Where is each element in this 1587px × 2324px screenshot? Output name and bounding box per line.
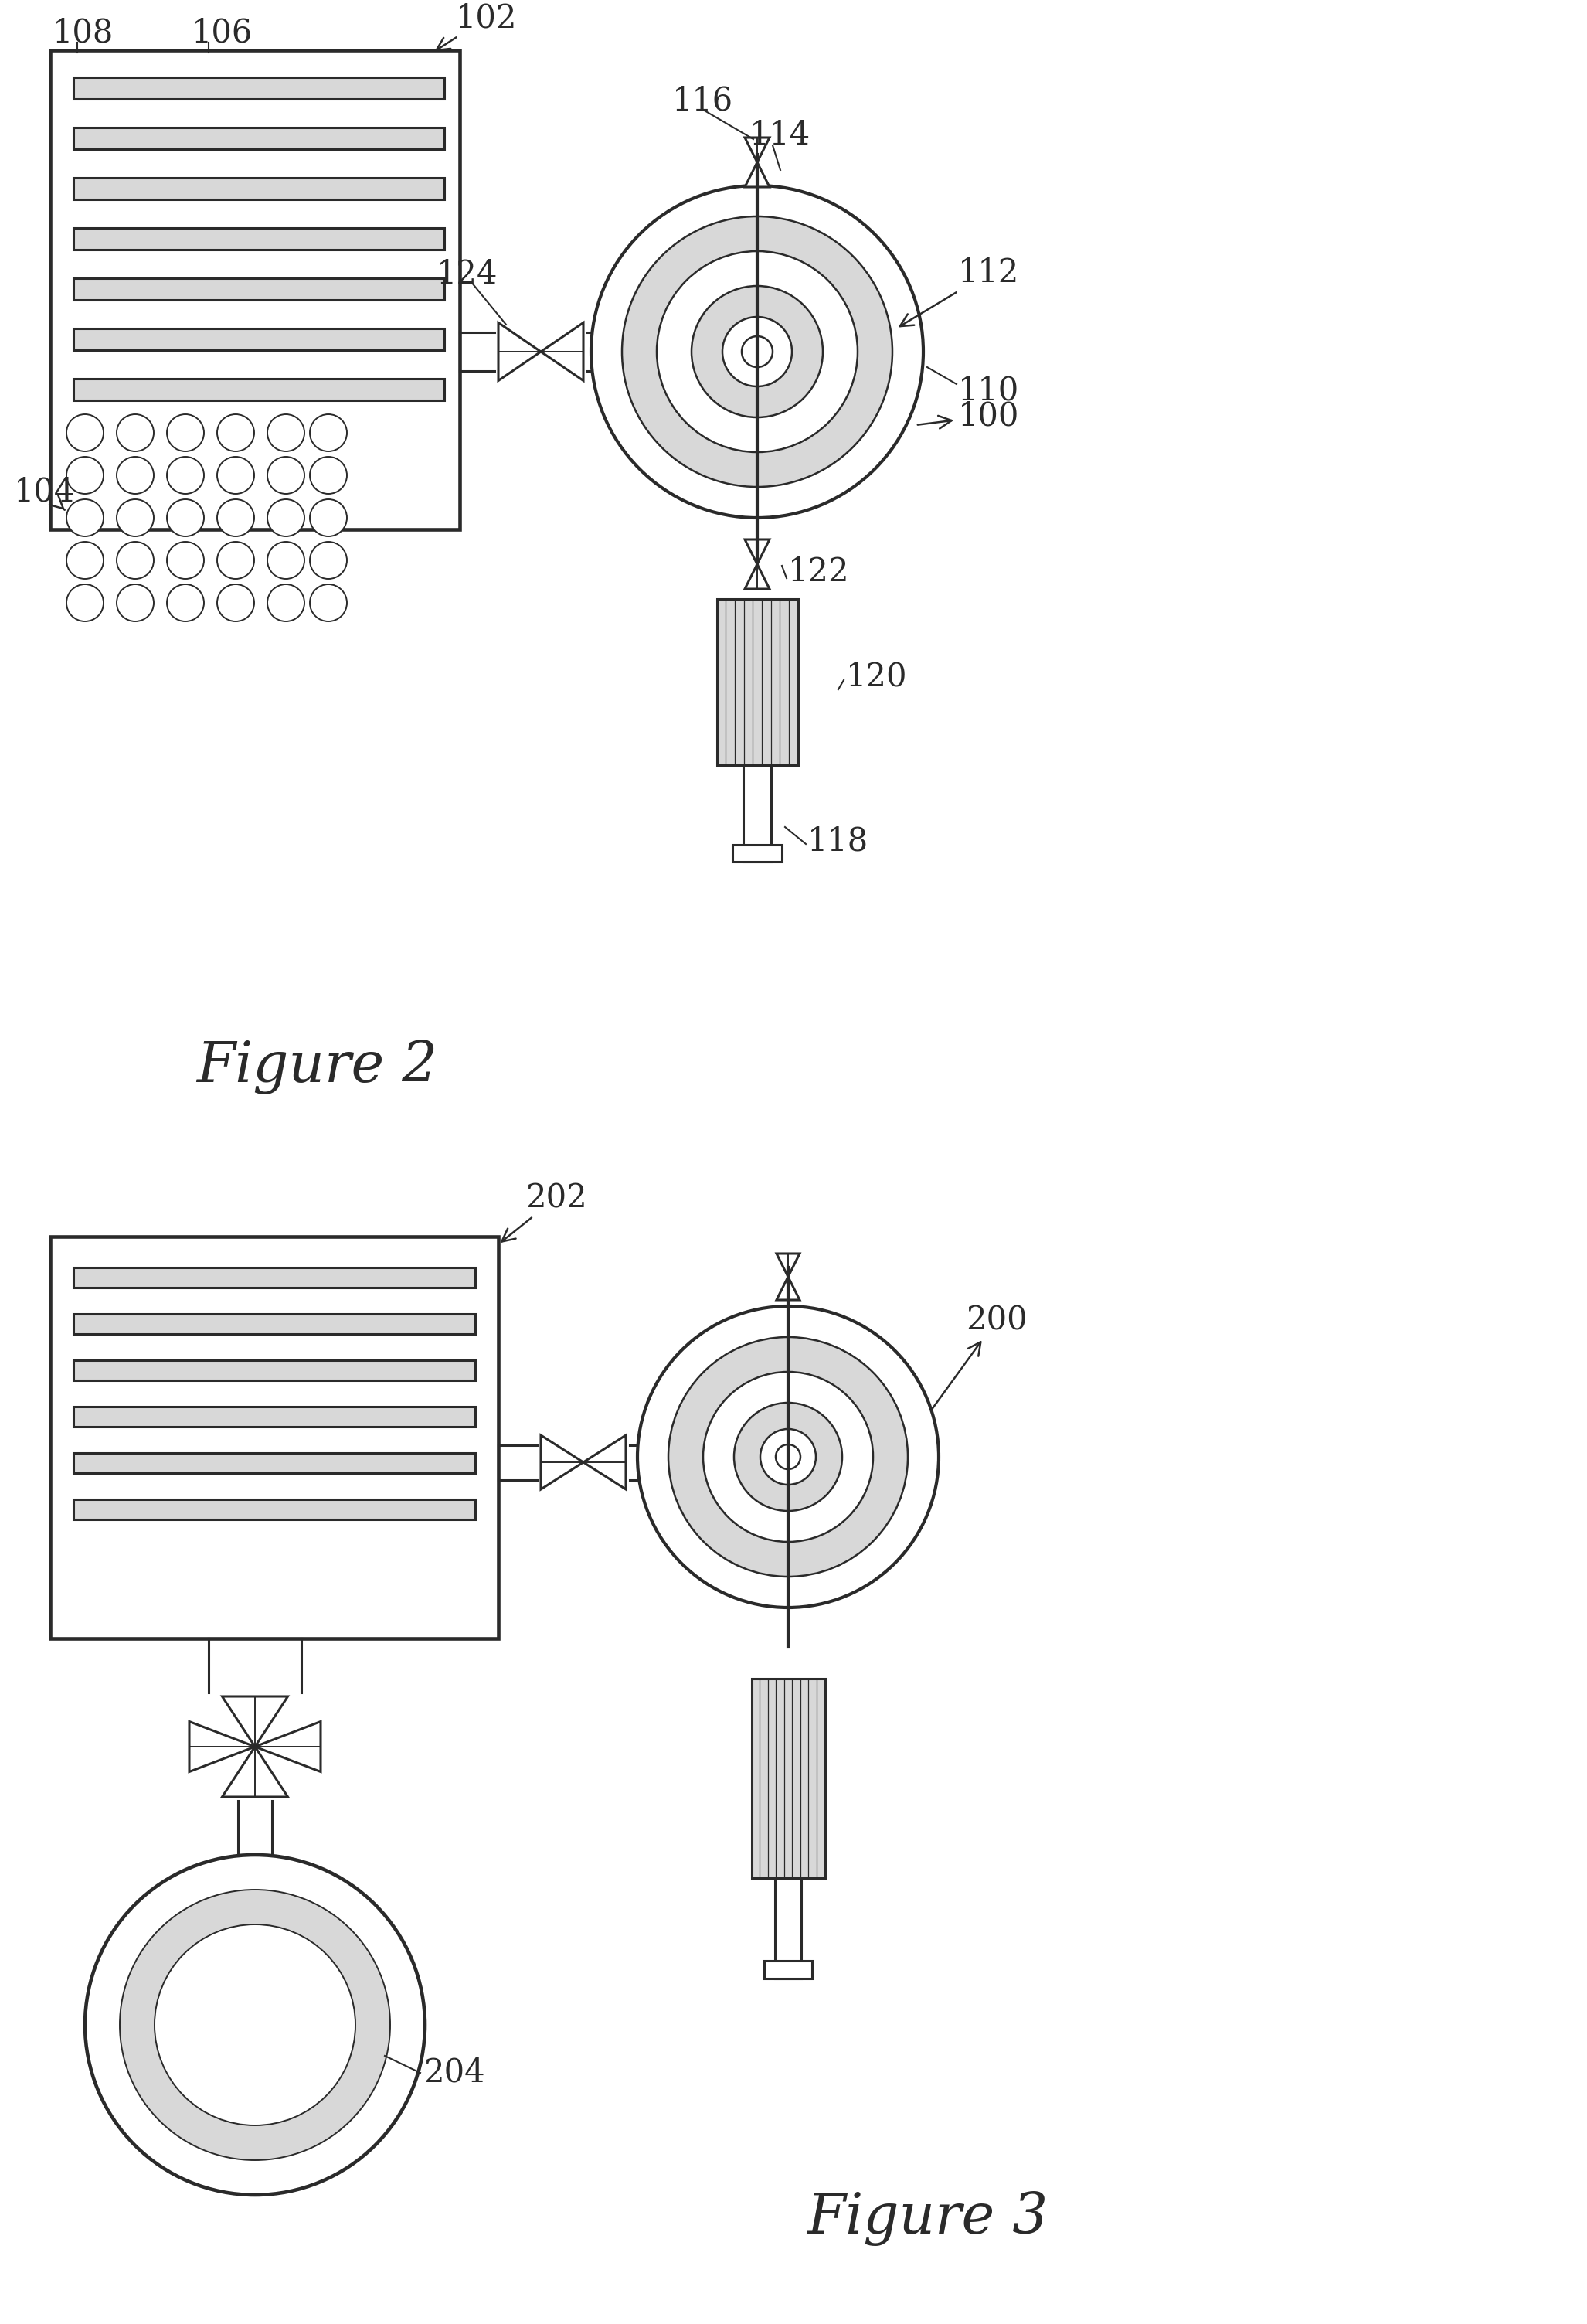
Text: 108: 108 — [52, 16, 114, 49]
Bar — [73, 279, 444, 300]
Polygon shape — [744, 137, 770, 163]
Circle shape — [267, 414, 305, 451]
Text: 200: 200 — [932, 1304, 1027, 1408]
Bar — [73, 77, 444, 100]
Polygon shape — [776, 1276, 800, 1299]
Text: Figure 3: Figure 3 — [806, 2192, 1047, 2245]
Circle shape — [668, 1336, 908, 1576]
Circle shape — [154, 1924, 355, 2126]
Circle shape — [217, 541, 254, 579]
Text: 106: 106 — [192, 16, 252, 49]
Bar — [73, 1499, 475, 1520]
Bar — [732, 844, 782, 862]
Circle shape — [67, 500, 103, 537]
Polygon shape — [776, 1253, 800, 1276]
Circle shape — [267, 583, 305, 621]
Text: 102: 102 — [436, 2, 517, 51]
Circle shape — [741, 337, 773, 367]
Circle shape — [217, 414, 254, 451]
Circle shape — [267, 500, 305, 537]
Circle shape — [309, 500, 348, 537]
Circle shape — [692, 286, 824, 418]
Bar — [73, 379, 444, 400]
Polygon shape — [584, 1436, 625, 1490]
Circle shape — [67, 414, 103, 451]
Bar — [73, 228, 444, 249]
Text: 120: 120 — [846, 660, 908, 693]
Polygon shape — [222, 1748, 287, 1796]
Bar — [774, 1878, 801, 1978]
Bar — [717, 600, 798, 765]
Circle shape — [217, 458, 254, 495]
Circle shape — [117, 458, 154, 495]
Bar — [73, 328, 444, 351]
Circle shape — [760, 1429, 816, 1485]
Circle shape — [722, 316, 792, 386]
Polygon shape — [541, 1436, 584, 1490]
Bar — [73, 1452, 475, 1473]
Circle shape — [86, 1855, 425, 2194]
Circle shape — [167, 458, 205, 495]
Circle shape — [703, 1371, 873, 1541]
Bar — [73, 177, 444, 200]
Text: 114: 114 — [749, 119, 811, 151]
Circle shape — [217, 500, 254, 537]
Circle shape — [309, 583, 348, 621]
Circle shape — [267, 541, 305, 579]
Bar — [73, 1360, 475, 1380]
Circle shape — [167, 414, 205, 451]
Circle shape — [217, 583, 254, 621]
Text: 202: 202 — [501, 1181, 587, 1241]
Circle shape — [622, 216, 892, 488]
Polygon shape — [541, 323, 584, 381]
Text: 110: 110 — [959, 374, 1019, 407]
Circle shape — [117, 541, 154, 579]
Bar — [73, 128, 444, 149]
Circle shape — [267, 458, 305, 495]
Circle shape — [119, 1889, 390, 2159]
Circle shape — [776, 1446, 800, 1469]
Bar — [751, 1678, 825, 1878]
Text: 100: 100 — [917, 400, 1019, 432]
Circle shape — [657, 251, 857, 453]
Polygon shape — [256, 1722, 321, 1771]
Circle shape — [167, 583, 205, 621]
Text: 124: 124 — [436, 258, 498, 290]
Circle shape — [590, 186, 924, 518]
Circle shape — [117, 414, 154, 451]
Bar — [51, 51, 460, 530]
Circle shape — [309, 414, 348, 451]
Text: 104: 104 — [14, 476, 75, 509]
Polygon shape — [744, 539, 770, 565]
Bar — [73, 1313, 475, 1334]
Circle shape — [117, 583, 154, 621]
Polygon shape — [744, 565, 770, 588]
Polygon shape — [744, 163, 770, 186]
Circle shape — [67, 541, 103, 579]
Text: 112: 112 — [900, 256, 1019, 325]
Bar — [765, 1961, 811, 1978]
Circle shape — [735, 1404, 843, 1511]
Text: Figure 2: Figure 2 — [197, 1039, 438, 1095]
Polygon shape — [498, 323, 541, 381]
Circle shape — [167, 500, 205, 537]
Circle shape — [309, 541, 348, 579]
Text: 122: 122 — [789, 555, 849, 588]
Bar — [743, 765, 771, 862]
Text: 118: 118 — [808, 825, 868, 858]
Polygon shape — [222, 1697, 287, 1748]
Polygon shape — [189, 1722, 256, 1771]
Circle shape — [67, 458, 103, 495]
Text: 116: 116 — [673, 84, 733, 116]
Circle shape — [167, 541, 205, 579]
Text: 204: 204 — [424, 2057, 486, 2089]
Bar — [73, 1406, 475, 1427]
Bar — [73, 1267, 475, 1287]
Circle shape — [117, 500, 154, 537]
Circle shape — [638, 1306, 940, 1608]
Bar — [51, 1236, 498, 1638]
Circle shape — [309, 458, 348, 495]
Circle shape — [67, 583, 103, 621]
